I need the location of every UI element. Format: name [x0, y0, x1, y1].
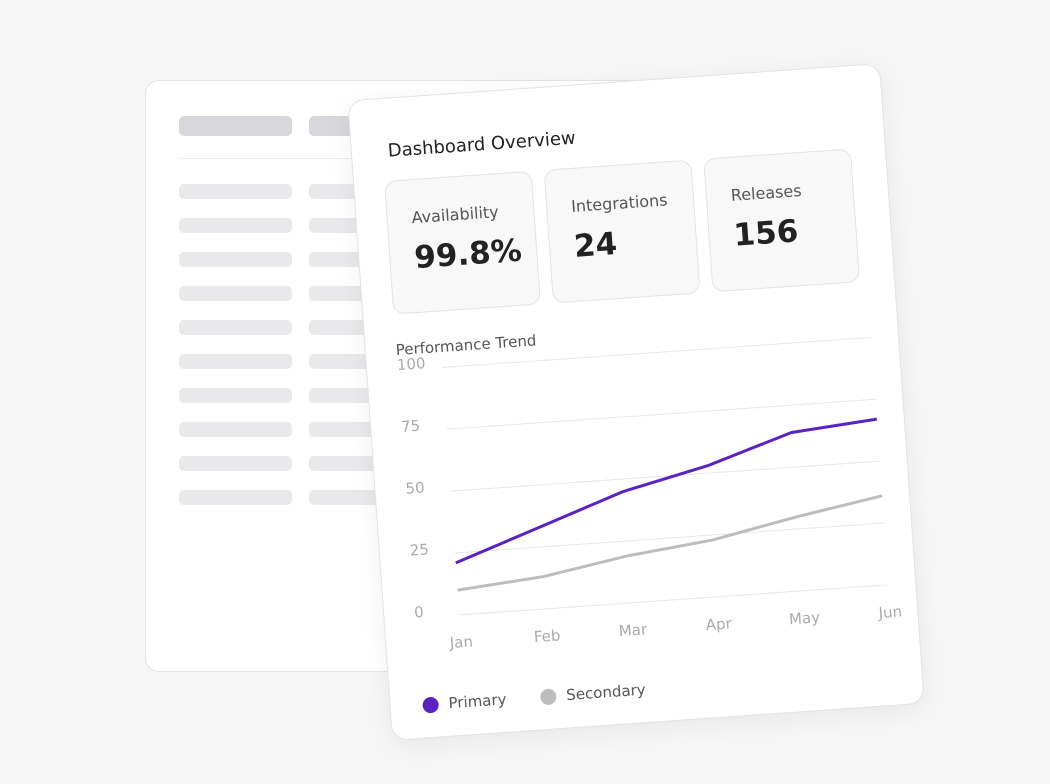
y-tick-label: 100 — [396, 354, 426, 374]
y-tick-label: 25 — [409, 540, 429, 559]
y-tick-label: 50 — [405, 478, 425, 497]
x-tick-label: Jan — [448, 632, 473, 652]
dashboard-card: Dashboard Overview Availability 99.8% Inte… — [347, 63, 925, 741]
grid-line — [455, 522, 885, 554]
legend-swatch — [540, 688, 557, 705]
skeleton — [179, 116, 292, 136]
skeleton — [179, 320, 292, 335]
line — [455, 417, 878, 565]
skeleton — [179, 388, 292, 403]
skeleton — [179, 286, 292, 301]
skeleton — [179, 354, 292, 369]
skeleton — [179, 490, 292, 505]
x-tick-label: Mar — [618, 620, 648, 640]
line — [457, 494, 883, 592]
legend-label: Primary — [448, 690, 507, 712]
x-tick-label: Apr — [705, 614, 733, 634]
grid-line — [446, 398, 876, 430]
y-tick-label: 75 — [401, 417, 421, 436]
grid-line — [459, 584, 889, 616]
skeleton — [179, 252, 292, 267]
x-tick-label: May — [788, 608, 820, 628]
skeleton — [179, 184, 292, 199]
legend-label: Secondary — [566, 681, 647, 705]
x-tick-label: Feb — [533, 626, 561, 646]
grid-line — [442, 336, 872, 368]
skeleton — [179, 456, 292, 471]
grid-line — [450, 460, 880, 492]
skeleton — [179, 218, 292, 233]
legend-swatch — [422, 697, 439, 714]
skeleton — [179, 422, 292, 437]
x-tick-label: Jun — [877, 602, 903, 622]
y-tick-label: 0 — [414, 603, 425, 622]
